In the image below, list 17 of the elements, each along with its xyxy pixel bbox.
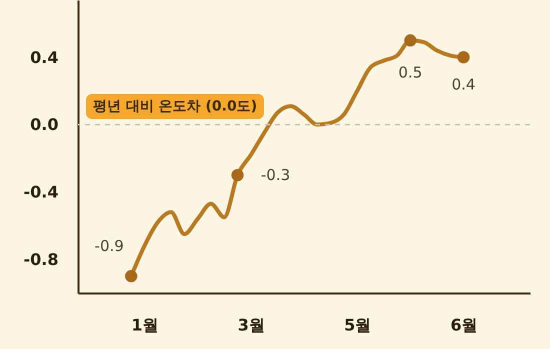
point — [231, 169, 244, 182]
y-tick-label: 0.0 — [30, 115, 58, 134]
point — [125, 270, 138, 282]
x-tick-label: 5월 — [344, 316, 372, 334]
y-tick-label: -0.8 — [24, 250, 58, 269]
data-label: -0.9 — [94, 237, 124, 256]
x-tick-label: 6월 — [450, 316, 478, 334]
x-tick-label: 1월 — [131, 316, 159, 334]
ref-line-label: 평년 대비 온도차 (0.0도) — [92, 98, 258, 115]
y-tick-label: 0.4 — [30, 48, 58, 67]
point — [404, 34, 416, 47]
data-label: 0.4 — [452, 75, 476, 94]
y-tick-label: -0.4 — [24, 182, 58, 202]
data-label: -0.3 — [260, 166, 290, 184]
point — [457, 51, 470, 64]
data-label: 0.5 — [398, 63, 422, 82]
x-tick-label: 3월 — [238, 316, 265, 334]
